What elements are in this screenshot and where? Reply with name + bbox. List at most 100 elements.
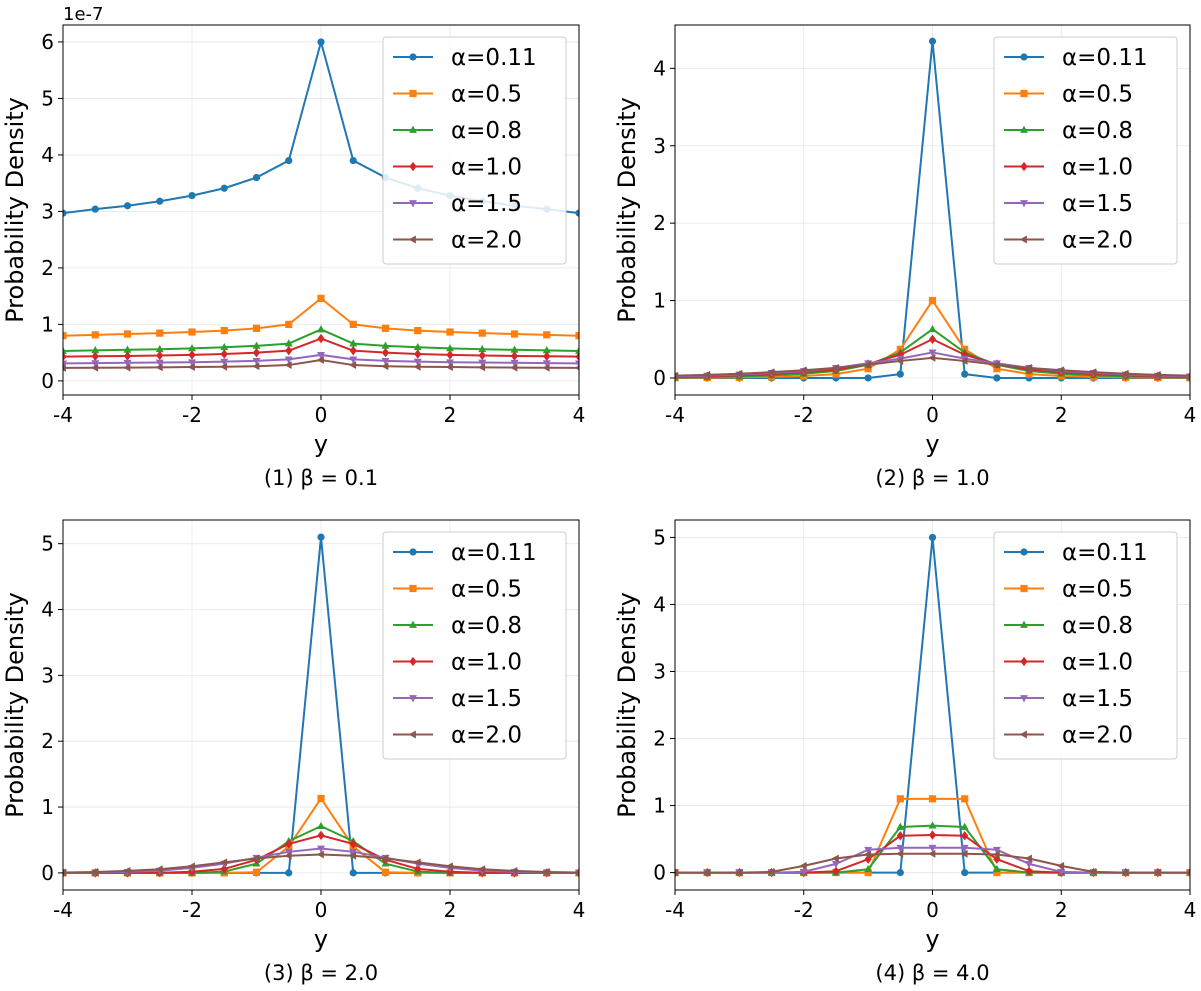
data-point: [317, 352, 325, 360]
y-tick-label: 0: [653, 366, 666, 390]
data-point: [317, 38, 325, 46]
data-point: [349, 848, 358, 857]
data-point: [542, 360, 551, 368]
data-point: [413, 362, 421, 371]
data-point: [928, 795, 937, 803]
data-point: [188, 344, 196, 352]
legend-label: α=2.0: [451, 228, 522, 254]
y-tick-label: 5: [41, 86, 54, 110]
legend: α=0.11 α=0.5 α=0.8 α=1.0 α=1.5 α=2.0: [382, 36, 567, 265]
legend-entry: α=0.5: [1004, 82, 1133, 108]
y-axis-label: Probability Density: [613, 592, 641, 818]
x-axis-label: y: [925, 925, 939, 953]
data-point: [91, 351, 99, 361]
data-point: [928, 296, 937, 305]
data-point: [155, 344, 164, 353]
legend-label: α=2.0: [451, 723, 522, 749]
data-point: [575, 360, 579, 368]
y-tick-label: 6: [41, 30, 54, 54]
legend-marker: [409, 53, 417, 61]
data-point: [1025, 860, 1034, 869]
x-tick-label: -2: [794, 898, 814, 922]
y-tick-label: 3: [653, 134, 666, 158]
y-axis-label: Probability Density: [1, 592, 29, 818]
data-point: [961, 370, 969, 378]
x-tick-label: 4: [1184, 898, 1197, 922]
x-tick-label: 2: [444, 898, 457, 922]
data-point: [992, 360, 1000, 369]
data-point: [575, 346, 579, 354]
data-point: [575, 351, 579, 362]
y-tick-label: 3: [653, 659, 666, 683]
data-point: [799, 366, 807, 375]
data-point: [960, 356, 968, 365]
data-point: [702, 868, 711, 877]
legend: α=0.11 α=0.5 α=0.8 α=1.0 α=1.5 α=2.0: [993, 531, 1178, 760]
y-tick-label: 1: [41, 312, 54, 336]
data-point: [831, 860, 840, 869]
legend-marker: [408, 235, 416, 244]
x-axis-label: y: [925, 430, 939, 458]
data-point: [446, 359, 454, 367]
data-point: [1024, 363, 1032, 372]
legend: α=0.11 α=0.5 α=0.8 α=1.0 α=1.5 α=2.0: [993, 36, 1178, 265]
legend-label: α=1.5: [1062, 686, 1133, 712]
data-point: [478, 344, 487, 353]
y-axis-label: Probability Density: [613, 97, 641, 323]
legend-label: α=0.8: [451, 613, 522, 639]
data-point: [896, 795, 904, 803]
legend-entry: α=0.8: [1004, 118, 1133, 144]
legend-entry: α=1.0: [393, 650, 522, 676]
data-point: [895, 849, 904, 858]
legend-label: α=0.5: [451, 577, 522, 603]
x-tick-label: 4: [573, 403, 586, 427]
data-point: [349, 345, 357, 356]
data-point: [478, 350, 486, 361]
y-tick-label: 5: [653, 525, 666, 549]
data-point: [90, 363, 99, 372]
data-point: [381, 362, 389, 371]
data-point: [188, 328, 196, 336]
data-point: [284, 339, 293, 347]
data-point: [349, 356, 358, 364]
data-point: [767, 368, 775, 377]
legend-marker: [409, 89, 417, 98]
series-6: [63, 850, 579, 877]
legend-label: α=0.5: [1062, 82, 1133, 108]
data-point: [863, 360, 872, 369]
data-point: [799, 869, 808, 877]
subplot-caption: (4) β = 4.0: [875, 961, 989, 985]
data-point: [63, 351, 67, 362]
data-point: [510, 866, 518, 875]
data-point: [317, 830, 325, 841]
y-tick-label: 4: [653, 592, 666, 616]
data-point: [832, 866, 840, 876]
legend-marker: [1019, 235, 1027, 244]
data-point: [219, 362, 228, 371]
data-point: [123, 866, 131, 875]
data-point: [156, 197, 164, 205]
data-point: [349, 320, 357, 328]
data-point: [317, 794, 325, 803]
series-4: [63, 333, 579, 362]
data-point: [90, 868, 99, 876]
data-point: [285, 156, 293, 165]
data-point: [220, 358, 229, 366]
legend-entry: α=2.0: [393, 228, 522, 254]
data-point: [960, 822, 969, 830]
data-point: [863, 850, 872, 859]
legend-marker: [1020, 53, 1028, 61]
legend-entry: α=0.5: [393, 577, 522, 603]
data-point: [349, 839, 357, 849]
data-point: [510, 345, 519, 353]
data-point: [381, 868, 390, 876]
data-point: [156, 350, 164, 361]
data-point: [1056, 861, 1065, 870]
x-tick-label: 2: [444, 403, 457, 427]
data-point: [574, 365, 579, 371]
legend-marker: [1020, 656, 1028, 667]
data-point: [187, 363, 195, 371]
data-point: [91, 205, 99, 213]
data-point: [188, 191, 196, 200]
